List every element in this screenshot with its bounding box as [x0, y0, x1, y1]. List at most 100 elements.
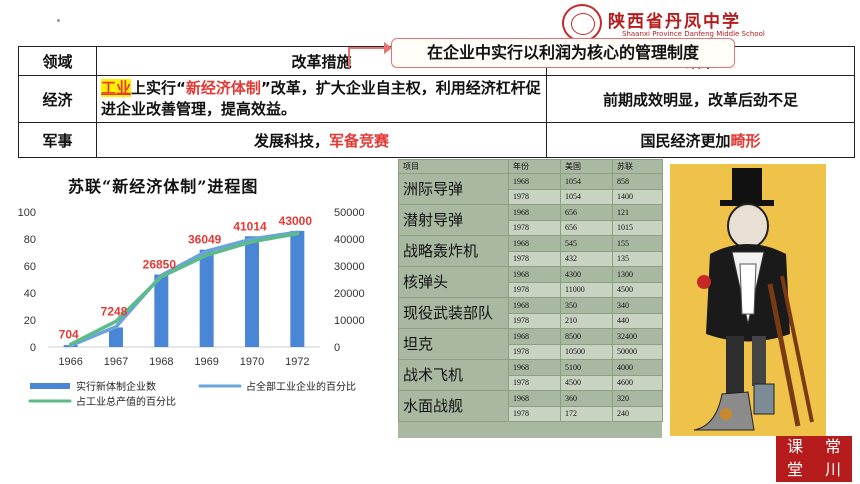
arms-ussr-cell: 50000 [612, 343, 663, 360]
arms-table-row: 洲际导弹 1968 1054 858 [398, 173, 663, 205]
arms-usa-cell: 432 [560, 250, 613, 267]
legend-label-output-share: 占工业总产值的百分比 [76, 395, 176, 408]
right-tick-label: 10000 [334, 315, 365, 327]
arms-usa-cell: 656 [560, 204, 613, 221]
arms-usa-cell: 172 [560, 405, 613, 422]
right-tick-label: 40000 [334, 234, 365, 246]
arms-table-row: 1978 432 135 [399, 250, 663, 267]
arms-year-cell: 1978 [508, 281, 561, 298]
arms-header-item: 项目 [398, 159, 509, 174]
field-military: 军事 [18, 122, 97, 158]
chart-title: 苏联“新经济体制”进程图 [68, 177, 259, 196]
arms-ussr-cell: 240 [612, 405, 663, 422]
soviet-military-cartoon-image [670, 164, 826, 436]
arms-ussr-cell: 4000 [612, 359, 663, 376]
arms-table-row: 现役武装部队 1968 350 340 [398, 297, 663, 329]
arms-ussr-cell: 320 [612, 390, 663, 407]
course-stamp-logo: 课 常 堂 川 [776, 436, 852, 482]
arms-usa-cell: 210 [560, 312, 613, 329]
bar-mark [290, 230, 305, 347]
arms-table-row: 核弹头 1968 4300 1300 [398, 266, 663, 298]
arms-ussr-cell: 135 [612, 250, 663, 267]
bar-mark [109, 327, 123, 347]
arms-ussr-cell: 440 [612, 312, 663, 329]
arms-usa-cell: 4300 [560, 266, 613, 283]
right-tick-label: 30000 [334, 261, 365, 273]
arms-usa-cell: 545 [560, 235, 613, 252]
arms-ussr-cell: 1300 [612, 266, 663, 283]
callout-connector-h [348, 47, 386, 49]
arms-header-year: 年份 [508, 159, 561, 174]
data-label: 704 [59, 327, 79, 341]
arms-year-cell: 1978 [508, 312, 561, 329]
legend-label-industry-share: 占全部工业企业的百分比 [246, 380, 356, 393]
x-tick-label: 1970 [240, 356, 264, 368]
callout-connector [348, 48, 350, 68]
arms-year-cell: 1968 [508, 235, 561, 252]
field-economy: 经济 [18, 75, 97, 123]
arms-item-name: 战略轰炸机 [398, 235, 509, 267]
left-tick-label: 40 [24, 288, 36, 300]
effect-military: 国民经济更加畸形 [546, 122, 855, 158]
arms-table-row: 1978 10500 50000 [399, 343, 663, 360]
arms-year-cell: 1968 [508, 328, 561, 345]
arms-usa-cell: 350 [560, 297, 613, 314]
arms-year-cell: 1978 [508, 374, 561, 391]
decorative-dot [57, 19, 60, 22]
left-tick-label: 100 [18, 207, 36, 219]
arms-ussr-cell: 155 [612, 235, 663, 252]
arms-usa-cell: 8500 [560, 328, 613, 345]
right-tick-label: 50000 [334, 207, 365, 219]
arms-usa-cell: 1054 [560, 173, 613, 190]
arms-year-cell: 1978 [508, 405, 561, 422]
arms-ussr-cell: 858 [612, 173, 663, 190]
arms-item-name: 核弹头 [398, 266, 509, 298]
x-tick-label: 1969 [194, 356, 218, 368]
arms-table-row: 坦克 1968 8500 32400 [398, 328, 663, 360]
arms-ussr-cell: 340 [612, 297, 663, 314]
left-tick-label: 60 [24, 261, 36, 273]
data-label: 43000 [279, 214, 313, 228]
data-label: 36049 [188, 233, 222, 247]
reform-row-economy: 经济 工业上实行“新经济体制”改革，扩大企业自主权，利用经济杠杆促进企业改善管理… [18, 75, 855, 123]
arms-usa-cell: 10500 [560, 343, 613, 360]
arms-usa-cell: 656 [560, 219, 613, 236]
legend-label-companies: 实行新体制企业数 [76, 380, 156, 393]
arms-usa-cell: 11000 [560, 281, 613, 298]
x-tick-label: 1967 [104, 356, 128, 368]
arms-ussr-cell: 1015 [612, 219, 663, 236]
keyword-new-economic-system: 新经济体制 [185, 79, 261, 97]
arms-comparison-table: 项目 年份 美国 苏联 洲际导弹 1968 1054 858 1978 1054 1400 潜… [398, 159, 663, 438]
legend-swatch-bar [30, 383, 70, 389]
arms-table-row: 战略轰炸机 1968 545 155 [398, 235, 663, 267]
arms-year-cell: 1968 [508, 359, 561, 376]
arms-year-cell: 1978 [508, 188, 561, 205]
left-tick-label: 80 [24, 234, 36, 246]
arms-item-name: 水面战舰 [398, 390, 509, 422]
effect-economy: 前期成效明显，改革后劲不足 [546, 75, 855, 123]
measure-economy: 工业上实行“新经济体制”改革，扩大企业自主权，利用经济杠杆促进企业改善管理，提高… [96, 75, 547, 123]
school-seal-icon [562, 4, 602, 42]
right-tick-label: 20000 [334, 288, 365, 300]
arms-usa-cell: 360 [560, 390, 613, 407]
progress-chart: 100 80 60 40 20 0 50000 40000 30000 20000 10000 0 70… [18, 207, 365, 408]
arms-ussr-cell: 4500 [612, 281, 663, 298]
measure-military: 发展科技，军备竞赛 [96, 122, 547, 158]
callout-box: 在企业中实行以利润为核心的管理制度 [391, 38, 735, 68]
keyword-arms-race: 军备竞赛 [329, 131, 390, 150]
left-tick-label: 20 [24, 315, 36, 327]
arms-ussr-cell: 4600 [612, 374, 663, 391]
arms-usa-cell: 5100 [560, 359, 613, 376]
arms-table-row: 1978 172 240 [399, 405, 663, 422]
arms-table-row: 1978 210 440 [399, 312, 663, 329]
callout-arrow-icon [384, 42, 392, 54]
arms-table-header: 项目 年份 美国 苏联 [398, 159, 663, 174]
reform-row-military: 军事 发展科技，军备竞赛 国民经济更加畸形 [18, 122, 855, 158]
arms-header-usa: 美国 [560, 159, 613, 174]
arms-item-name: 战术飞机 [398, 359, 509, 391]
arms-year-cell: 1968 [508, 173, 561, 190]
arms-year-cell: 1968 [508, 297, 561, 314]
arms-item-name: 洲际导弹 [398, 173, 509, 205]
arms-usa-cell: 4500 [560, 374, 613, 391]
series-line-1 [68, 230, 300, 348]
